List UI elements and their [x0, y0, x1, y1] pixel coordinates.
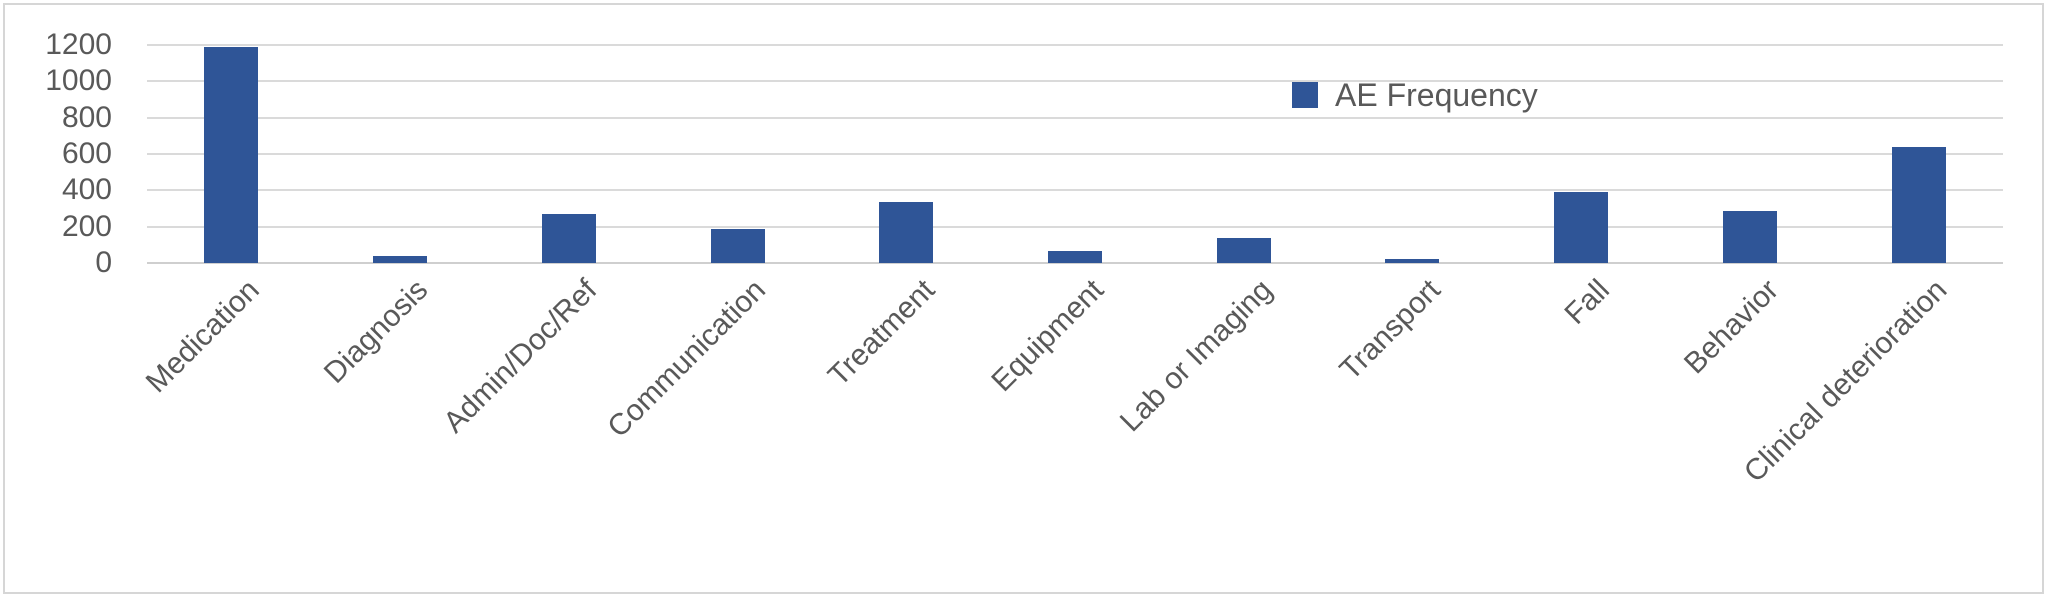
bar-clinical-deterioration: [1891, 146, 1946, 263]
bar-admin-doc-ref: [541, 213, 596, 263]
y-tick-label-200: 200: [61, 209, 112, 243]
bar-diagnosis: [373, 255, 428, 263]
bar-equipment: [1048, 251, 1102, 263]
bar-transport: [1385, 259, 1440, 263]
legend-swatch-icon: [1292, 82, 1318, 108]
bar-fall: [1554, 192, 1609, 263]
gridline-1200: [147, 44, 2003, 46]
bar-treatment: [879, 202, 934, 263]
bar-behavior: [1722, 211, 1777, 263]
y-tick-label-800: 800: [61, 100, 112, 134]
gridline-200: [147, 225, 2003, 228]
legend: AE Frequency: [1292, 79, 1538, 111]
gridline-400: [147, 189, 2003, 192]
bar-medication: [204, 46, 259, 263]
y-tick-label-1000: 1000: [45, 64, 112, 98]
bar-lab-or-imaging: [1216, 237, 1271, 263]
gridline-600: [147, 153, 2003, 155]
gridline-800: [147, 116, 2003, 119]
y-tick-label-0: 0: [95, 246, 112, 279]
legend-label: AE Frequency: [1335, 77, 1538, 113]
y-tick-label-1200: 1200: [45, 28, 112, 61]
gridline-1000: [147, 80, 2003, 83]
plot-area: [147, 44, 2003, 264]
y-tick-label-600: 600: [61, 137, 112, 170]
y-tick-label-400: 400: [61, 173, 112, 207]
bar-communication: [710, 229, 765, 263]
chart-frame: [3, 3, 2044, 594]
x-axis-line: [147, 262, 2003, 264]
